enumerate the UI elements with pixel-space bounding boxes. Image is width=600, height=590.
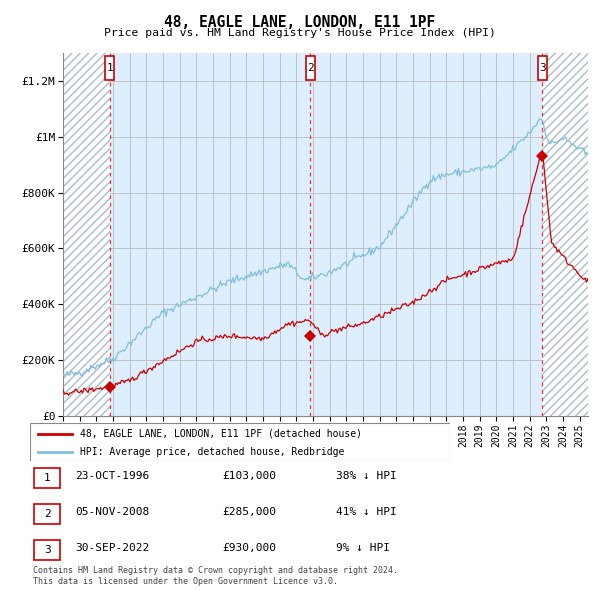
Text: £930,000: £930,000: [222, 543, 276, 553]
Text: Contains HM Land Registry data © Crown copyright and database right 2024.
This d: Contains HM Land Registry data © Crown c…: [33, 566, 398, 586]
Bar: [63, 53, 110, 416]
Text: £103,000: £103,000: [222, 471, 276, 481]
FancyBboxPatch shape: [34, 540, 61, 560]
Bar: [63, 53, 110, 416]
Text: 23-OCT-1996: 23-OCT-1996: [75, 471, 149, 481]
Bar: [542, 53, 588, 416]
FancyBboxPatch shape: [306, 56, 315, 80]
FancyBboxPatch shape: [34, 504, 61, 524]
Bar: [542, 53, 588, 416]
Text: 3: 3: [539, 63, 545, 73]
Text: £285,000: £285,000: [222, 507, 276, 517]
Text: 41% ↓ HPI: 41% ↓ HPI: [336, 507, 397, 517]
Text: 9% ↓ HPI: 9% ↓ HPI: [336, 543, 390, 553]
Text: 48, EAGLE LANE, LONDON, E11 1PF (detached house): 48, EAGLE LANE, LONDON, E11 1PF (detache…: [80, 429, 362, 439]
Text: 1: 1: [106, 63, 113, 73]
Text: 48, EAGLE LANE, LONDON, E11 1PF: 48, EAGLE LANE, LONDON, E11 1PF: [164, 15, 436, 30]
Text: HPI: Average price, detached house, Redbridge: HPI: Average price, detached house, Redb…: [80, 447, 345, 457]
Text: Price paid vs. HM Land Registry's House Price Index (HPI): Price paid vs. HM Land Registry's House …: [104, 28, 496, 38]
Text: 38% ↓ HPI: 38% ↓ HPI: [336, 471, 397, 481]
Text: 2: 2: [307, 63, 314, 73]
FancyBboxPatch shape: [34, 468, 61, 488]
FancyBboxPatch shape: [538, 56, 547, 80]
FancyBboxPatch shape: [105, 56, 115, 80]
FancyBboxPatch shape: [30, 423, 450, 461]
Text: 3: 3: [44, 545, 51, 555]
Text: 30-SEP-2022: 30-SEP-2022: [75, 543, 149, 553]
Text: 1: 1: [44, 473, 51, 483]
Text: 2: 2: [44, 509, 51, 519]
Text: 05-NOV-2008: 05-NOV-2008: [75, 507, 149, 517]
